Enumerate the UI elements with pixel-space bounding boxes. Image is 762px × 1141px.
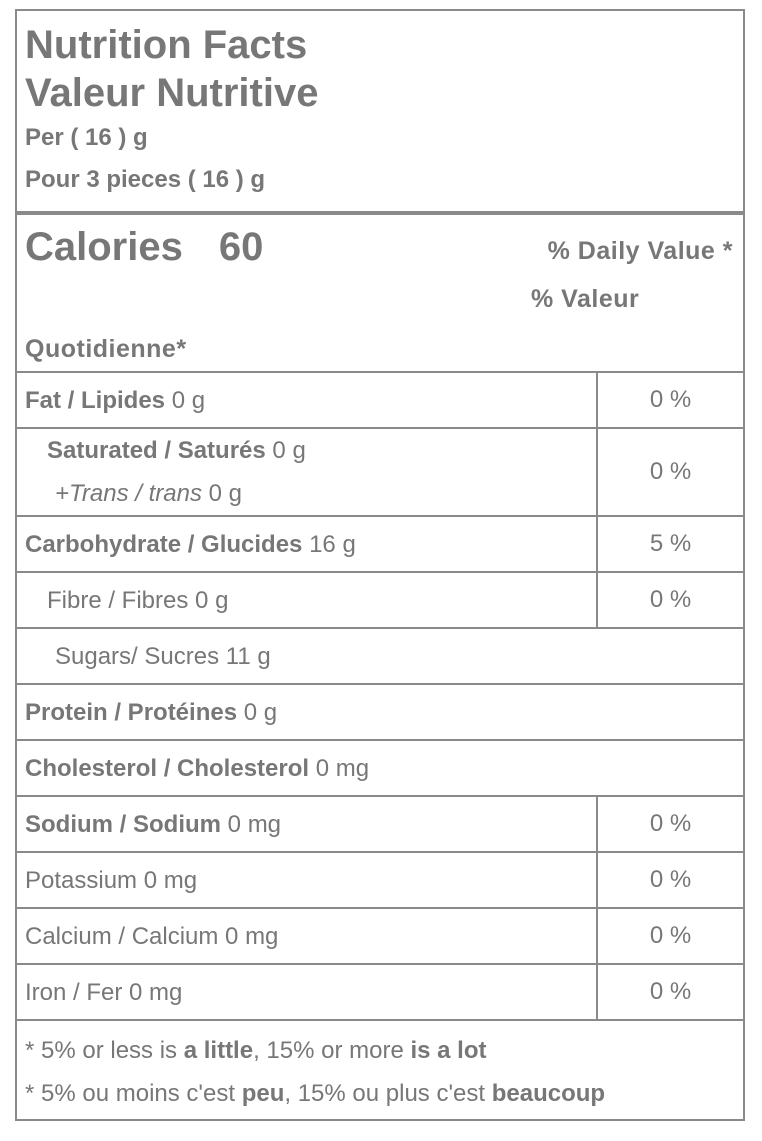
nutrient-cell: Saturated / Saturés 0 g +Trans / trans 0 … bbox=[17, 428, 597, 517]
nutrient-cell: Sugars/ Sucres 11 g bbox=[17, 628, 743, 685]
header: Nutrition Facts Valeur Nutritive Per ( 1… bbox=[17, 11, 743, 215]
nutrient-amount: 0 g bbox=[171, 386, 206, 414]
nutrient-name: Cholesterol / Cholesterol bbox=[25, 754, 310, 782]
calories-label: Calories bbox=[25, 225, 183, 269]
nutrient-line: Carbohydrate / Glucides 16 g bbox=[25, 523, 596, 566]
nutrient-amount: 0 mg bbox=[129, 978, 183, 1006]
dv-heading: % Daily Value * bbox=[547, 237, 733, 265]
nutrient-row: Protein / Protéines 0 g bbox=[17, 684, 743, 741]
nutrient-line: +Trans / trans 0 g bbox=[47, 472, 596, 515]
calories-value: 60 bbox=[218, 225, 264, 269]
nutrient-cell: Potassium 0 mg bbox=[17, 852, 597, 909]
serving: Pour 3 pieces ( 16 ) g bbox=[25, 166, 266, 193]
nutrient-cell: Iron / Fer 0 mg bbox=[17, 964, 597, 1021]
serving: Per ( 16 ) g bbox=[25, 124, 148, 151]
nutrient-name: Sugars/ Sucres bbox=[55, 642, 220, 670]
daily-value: 0 % bbox=[596, 373, 743, 429]
nutrient-amount: 0 mg bbox=[143, 866, 198, 894]
nutrient-row: Calcium / Calcium 0 mg 0 % bbox=[17, 908, 743, 965]
nutrient-line: Protein / Protéines 0 g bbox=[25, 691, 743, 734]
nutrient-line: Iron / Fer 0 mg bbox=[25, 971, 596, 1014]
nutrient-cell: Sodium / Sodium 0 mg bbox=[17, 796, 597, 853]
nutrient-cell: Fat / Lipides 0 g bbox=[17, 373, 597, 429]
nutrient-cell: Cholesterol / Cholesterol 0 mg bbox=[17, 740, 743, 797]
daily-value: 5 % bbox=[596, 516, 743, 573]
calories: Calories 60 bbox=[25, 225, 263, 270]
nutrient-line: Fat / Lipides 0 g bbox=[25, 379, 596, 422]
footnote-part: beaucoup bbox=[491, 1080, 606, 1107]
title: Nutrition Facts bbox=[25, 23, 308, 67]
nutrient-name: Carbohydrate / Glucides bbox=[25, 530, 303, 558]
nutrient-name: Potassium bbox=[25, 866, 138, 894]
dv-heading: Quotidienne* bbox=[25, 335, 187, 363]
nutrient-cell: Protein / Protéines 0 g bbox=[17, 684, 743, 741]
nutrient-name: Protein / Protéines bbox=[25, 698, 238, 726]
daily-value: 0 % bbox=[596, 852, 743, 909]
nutrient-amount: 0 g bbox=[208, 480, 242, 507]
daily-value: 0 % bbox=[596, 964, 743, 1021]
nutrient-name: Saturated / Saturés bbox=[47, 437, 266, 464]
footnote-part: , 15% ou plus c'est bbox=[284, 1080, 492, 1107]
nutrient-row: Cholesterol / Cholesterol 0 mg bbox=[17, 740, 743, 797]
title: Valeur Nutritive bbox=[25, 71, 319, 115]
nutrient-line: Fibre / Fibres 0 g bbox=[47, 579, 596, 622]
calories-row: Calories 60 % Daily Value * % Valeur Quot… bbox=[17, 215, 743, 373]
nutrient-name: Fibre / Fibres bbox=[47, 586, 189, 614]
nutrition-label: Nutrition Facts Valeur Nutritive Per ( 1… bbox=[15, 9, 745, 1121]
nutrient-amount: 0 g bbox=[243, 698, 278, 726]
nutrient-line: Sodium / Sodium 0 mg bbox=[25, 803, 596, 846]
nutrient-row: Sodium / Sodium 0 mg 0 % bbox=[17, 796, 743, 853]
daily-value: 0 % bbox=[596, 572, 743, 629]
nutrient-line: Sugars/ Sucres 11 g bbox=[55, 635, 743, 678]
footnote-part: * 5% or less is bbox=[25, 1037, 184, 1064]
footnote-part: , 15% or more bbox=[253, 1037, 411, 1064]
nutrient-amount: 0 mg bbox=[225, 922, 279, 950]
nutrient-line: Potassium 0 mg bbox=[25, 859, 596, 902]
nutrient-row: Sugars/ Sucres 11 g bbox=[17, 628, 743, 685]
nutrient-amount: 0 mg bbox=[315, 754, 370, 782]
footnote-part: a little bbox=[183, 1037, 254, 1064]
nutrient-amount: 0 mg bbox=[227, 810, 282, 838]
footnote-part: * 5% ou moins c'est bbox=[25, 1080, 242, 1107]
footnote-part: peu bbox=[241, 1080, 285, 1107]
footnote: * 5% or less is a little, 15% or more is… bbox=[25, 1029, 743, 1072]
nutrient-cell: Carbohydrate / Glucides 16 g bbox=[17, 516, 597, 573]
daily-value: 0 % bbox=[596, 428, 743, 517]
nutrient-row: Iron / Fer 0 mg 0 % bbox=[17, 964, 743, 1021]
nutrient-name: Sodium / Sodium bbox=[25, 810, 221, 838]
nutrient-name: +Trans / trans bbox=[55, 480, 202, 507]
footnote-part: is a lot bbox=[410, 1037, 487, 1064]
nutrient-name: Fat / Lipides bbox=[25, 386, 166, 414]
nutrient-name: Iron / Fer bbox=[25, 978, 123, 1006]
nutrient-line: Saturated / Saturés 0 g bbox=[47, 429, 596, 472]
nutrient-amount: 11 g bbox=[225, 642, 271, 670]
nutrient-amount: 0 g bbox=[272, 437, 306, 464]
nutrient-row: Saturated / Saturés 0 g +Trans / trans 0 … bbox=[17, 428, 743, 517]
footnotes: * 5% or less is a little, 15% or more is… bbox=[17, 1021, 743, 1119]
nutrient-amount: 0 g bbox=[195, 586, 229, 614]
nutrient-line: Calcium / Calcium 0 mg bbox=[25, 915, 596, 958]
nutrient-cell: Fibre / Fibres 0 g bbox=[17, 572, 597, 629]
nutrient-cell: Calcium / Calcium 0 mg bbox=[17, 908, 597, 965]
nutrient-name: Calcium / Calcium bbox=[25, 922, 219, 950]
daily-value: 0 % bbox=[596, 796, 743, 853]
daily-value: 0 % bbox=[596, 908, 743, 965]
nutrient-row: Potassium 0 mg 0 % bbox=[17, 852, 743, 909]
footnote: * 5% ou moins c'est peu, 15% ou plus c'e… bbox=[25, 1072, 743, 1115]
dv-heading: % Valeur bbox=[531, 285, 640, 313]
nutrient-amount: 16 g bbox=[309, 530, 356, 558]
nutrient-line: Cholesterol / Cholesterol 0 mg bbox=[25, 747, 743, 790]
